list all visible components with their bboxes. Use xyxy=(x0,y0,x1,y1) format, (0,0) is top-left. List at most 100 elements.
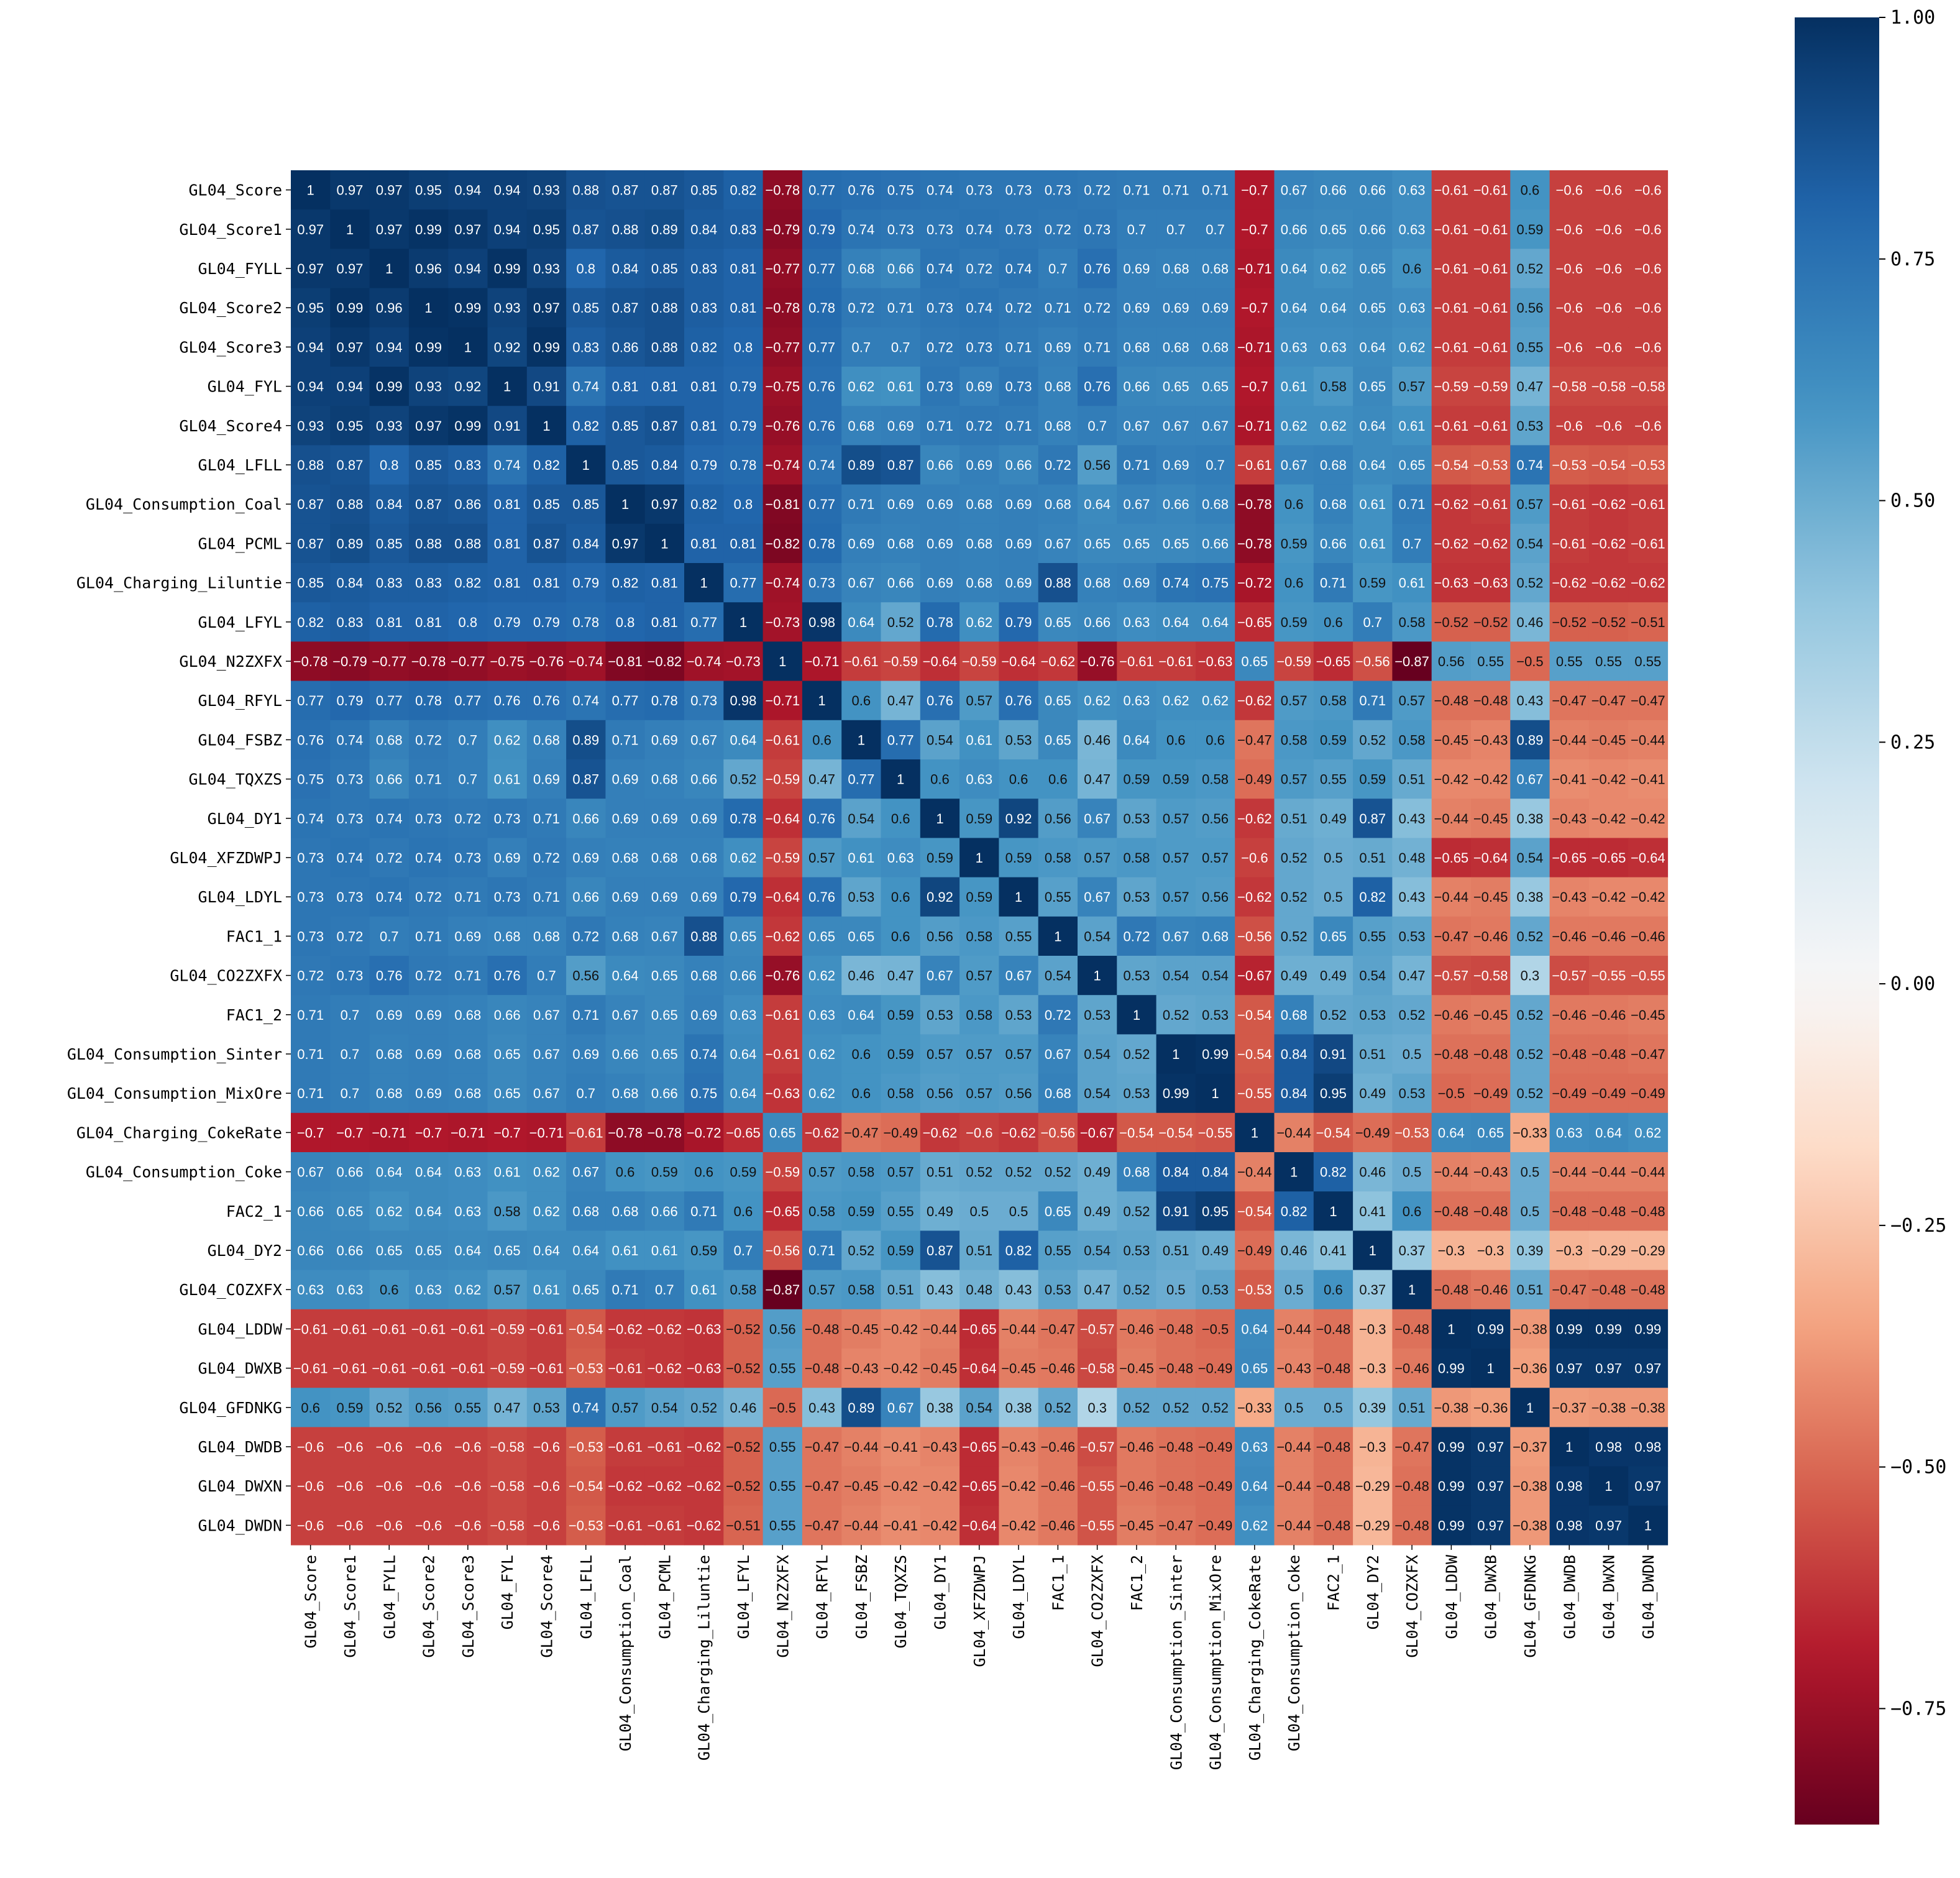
heatmap-cell xyxy=(1353,249,1393,289)
cell-value-label: 0.79 xyxy=(730,418,757,434)
cell-value-label: 0.66 xyxy=(651,1086,678,1101)
cell-value-label: 0.92 xyxy=(454,379,481,395)
cell-value-label: 0.64 xyxy=(1359,457,1386,473)
cell-value-label: −0.59 xyxy=(1434,379,1469,395)
cell-value-label: 1 xyxy=(1133,1007,1140,1023)
cell-value-label: 0.74 xyxy=(690,1047,717,1062)
cell-value-label: −0.63 xyxy=(687,1361,721,1376)
cell-value-label: 0.62 xyxy=(1084,693,1111,708)
cell-value-label: −0.52 xyxy=(1591,615,1626,630)
cell-value-label: 0.67 xyxy=(533,1007,560,1023)
cell-value-label: −0.46 xyxy=(1473,1282,1508,1298)
cell-value-label: 0.68 xyxy=(494,928,521,944)
heatmap-cell xyxy=(723,484,764,524)
cell-value-label: 0.66 xyxy=(1124,379,1150,395)
cell-value-label: 0.59 xyxy=(337,1400,364,1416)
cell-value-label: 0.69 xyxy=(1005,575,1032,591)
cell-value-label: −0.77 xyxy=(765,339,800,355)
cell-value-label: 0.87 xyxy=(612,300,639,316)
heatmap-cell xyxy=(1235,641,1275,682)
cell-value-label: −0.41 xyxy=(883,1518,918,1533)
cell-value-label: −0.44 xyxy=(1276,1125,1311,1140)
cell-value-label: 0.81 xyxy=(690,536,717,551)
cell-value-label: −0.48 xyxy=(1473,1047,1508,1062)
cell-value-label: 0.94 xyxy=(494,222,521,237)
heatmap-cell xyxy=(762,367,803,406)
cell-value-label: 0.68 xyxy=(1202,339,1229,355)
cell-value-label: 0.87 xyxy=(297,536,324,551)
cell-value-label: 0.7 xyxy=(341,1047,360,1062)
heatmap-cell xyxy=(1038,445,1078,485)
cell-value-label: 0.91 xyxy=(1163,1204,1189,1219)
cell-value-label: 0.71 xyxy=(454,889,481,905)
heatmap-cell xyxy=(1156,327,1196,367)
heatmap-cell xyxy=(448,288,488,328)
cell-value-label: −0.6 xyxy=(1241,850,1268,866)
cell-value-label: 0.6 xyxy=(301,1400,320,1416)
heatmap-cell xyxy=(1549,720,1590,760)
cell-value-label: −0.6 xyxy=(1595,261,1622,277)
cell-value-label: −0.47 xyxy=(1158,1518,1193,1533)
cell-value-label: 0.99 xyxy=(1438,1439,1465,1455)
column-label: GL04_Score3 xyxy=(459,1555,477,1658)
cell-value-label: 0.55 xyxy=(1320,772,1347,787)
cell-value-label: 0.64 xyxy=(730,1047,757,1062)
heatmap-cell xyxy=(1353,288,1393,328)
cell-value-label: 0.82 xyxy=(1281,1204,1307,1219)
cell-value-label: 0.79 xyxy=(337,693,364,708)
cell-value-label: −0.46 xyxy=(1119,1478,1154,1494)
cell-value-label: 0.51 xyxy=(966,1243,992,1258)
cell-value-label: 0.38 xyxy=(1517,811,1544,827)
cell-value-label: −0.54 xyxy=(1434,457,1469,473)
cell-value-label: 0.5 xyxy=(1009,1204,1028,1219)
cell-value-label: 0.51 xyxy=(1163,1243,1189,1258)
cell-value-label: 0.49 xyxy=(1202,1243,1229,1258)
cell-value-label: 0.68 xyxy=(690,968,717,984)
heatmap-cell xyxy=(1628,680,1669,721)
heatmap-cell xyxy=(330,759,370,799)
cell-value-label: 0.65 xyxy=(1477,1125,1504,1140)
heatmap-cell xyxy=(802,484,842,524)
heatmap-cell xyxy=(1392,170,1432,210)
cell-value-label: 0.6 xyxy=(1166,732,1186,748)
cell-value-label: 0.84 xyxy=(572,536,599,551)
cell-value-label: 0.66 xyxy=(1281,222,1307,237)
heatmap-cell xyxy=(644,523,685,564)
heatmap-cell xyxy=(802,563,842,603)
cell-value-label: 0.83 xyxy=(690,261,717,277)
cell-value-label: 0.67 xyxy=(1005,968,1032,984)
row-label: GL04_Consumption_Sinter xyxy=(67,1045,282,1063)
cell-value-label: 0.63 xyxy=(730,1007,757,1023)
heatmap-cell xyxy=(1078,720,1117,760)
cell-value-label: 0.78 xyxy=(927,615,953,630)
heatmap-cell xyxy=(369,563,410,603)
cell-value-label: 0.88 xyxy=(612,222,639,237)
cell-value-label: 0.78 xyxy=(730,811,757,827)
heatmap-cell xyxy=(1235,720,1275,760)
cell-value-label: −0.43 xyxy=(1473,732,1508,748)
cell-value-label: −0.46 xyxy=(1591,1007,1626,1023)
cell-value-label: 0.6 xyxy=(852,1086,871,1101)
heatmap-cell xyxy=(1510,445,1550,485)
cell-value-label: 0.69 xyxy=(1163,457,1189,473)
heatmap-cell xyxy=(1235,523,1275,564)
cell-value-label: 0.64 xyxy=(1595,1125,1622,1140)
cell-value-label: 0.92 xyxy=(494,339,521,355)
cell-value-label: 0.65 xyxy=(651,1007,678,1023)
column-label: GL04_FYLL xyxy=(380,1555,398,1639)
cell-value-label: −0.48 xyxy=(1434,1204,1469,1219)
cell-value-label: −0.62 xyxy=(687,1439,721,1455)
cell-value-label: −0.6 xyxy=(1634,222,1661,237)
cell-value-label: 0.68 xyxy=(1045,418,1071,434)
cell-value-label: 0.94 xyxy=(337,379,364,395)
cell-value-label: −0.44 xyxy=(1591,1165,1626,1180)
cell-value-label: 0.84 xyxy=(1281,1047,1307,1062)
heatmap-cell xyxy=(1235,170,1275,210)
heatmap-cell xyxy=(723,641,764,682)
heatmap-cell xyxy=(1471,209,1511,249)
cell-value-label: −0.77 xyxy=(372,654,406,669)
heatmap-cell xyxy=(1274,523,1314,564)
cell-value-label: 0.97 xyxy=(337,339,364,355)
heatmap-cell xyxy=(566,720,606,760)
heatmap-cell xyxy=(959,759,999,799)
